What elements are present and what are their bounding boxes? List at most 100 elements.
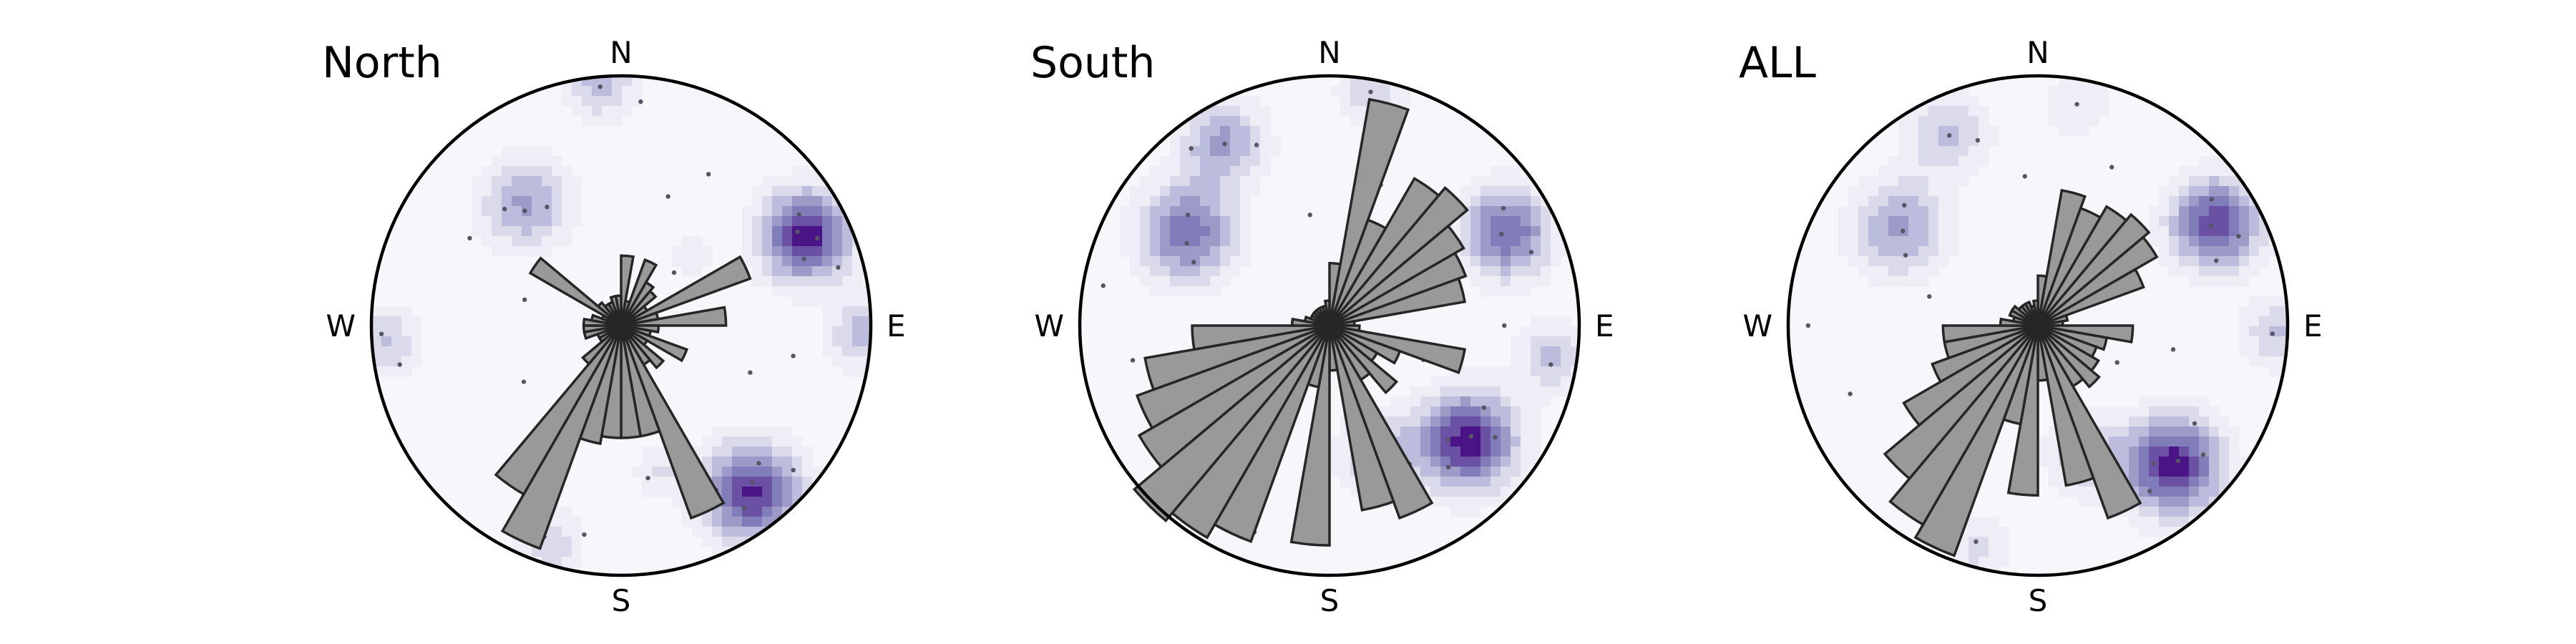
density-cell	[1838, 206, 1849, 217]
density-cell	[1511, 196, 1521, 207]
density-cell	[1868, 226, 1879, 237]
rose-diagram	[494, 254, 752, 550]
density-cell	[1561, 356, 1571, 367]
pole-point	[814, 235, 820, 241]
density-cell	[1928, 246, 1939, 257]
density-cell	[1410, 406, 1421, 417]
density-cell	[1541, 386, 1551, 397]
density-cell	[1210, 146, 1221, 157]
density-cell	[832, 316, 843, 327]
cardinal-w: W	[1742, 308, 1772, 343]
density-cell	[1928, 156, 1939, 167]
density-cell	[1908, 256, 1919, 267]
density-cell	[381, 316, 392, 327]
density-cell	[1511, 447, 1521, 457]
density-cell	[2149, 527, 2160, 537]
density-cell	[1938, 156, 1949, 167]
density-cell	[1430, 467, 1441, 477]
density-cell	[1501, 406, 1511, 417]
density-cell	[1180, 166, 1191, 177]
density-cell	[1948, 156, 1959, 167]
density-cell	[2189, 226, 2200, 237]
density-cell	[1989, 126, 1999, 137]
density-cell	[1491, 386, 1501, 397]
density-cell	[2209, 477, 2220, 487]
density-cell	[1440, 386, 1451, 397]
density-cell	[1521, 366, 1531, 377]
density-cell	[2199, 276, 2210, 287]
density-cell	[1470, 246, 1481, 257]
density-cell	[702, 457, 713, 467]
density-cell	[1480, 236, 1491, 247]
rose-petal-205	[1913, 325, 2039, 557]
density-cell	[2199, 196, 2210, 207]
density-cell	[1918, 236, 1929, 247]
density-cell	[1501, 186, 1511, 197]
density-cell	[1340, 457, 1351, 467]
density-cell	[1938, 256, 1949, 267]
density-cell	[1531, 346, 1541, 357]
density-cell	[572, 206, 582, 217]
density-cell	[1908, 266, 1919, 277]
density-cell	[1130, 206, 1141, 217]
density-cell	[1460, 406, 1471, 417]
rose-petal-235	[1137, 324, 1331, 469]
density-cell	[2069, 126, 2079, 137]
density-cell	[752, 216, 763, 227]
density-cell	[822, 296, 833, 307]
density-cell	[492, 156, 502, 167]
density-cell	[401, 326, 412, 337]
density-cell	[2159, 196, 2170, 207]
density-cell	[1521, 396, 1531, 407]
density-cell	[752, 497, 763, 507]
density-cell	[512, 156, 522, 167]
density-cell	[522, 226, 532, 237]
rose-petal-65	[620, 255, 752, 327]
density-cell	[1928, 166, 1939, 177]
pole-point	[2214, 258, 2219, 263]
density-cell	[1180, 256, 1191, 267]
density-cell	[1908, 246, 1919, 257]
density-cell	[1938, 146, 1949, 157]
density-cell	[1480, 416, 1491, 427]
density-cell	[822, 286, 833, 297]
density-cell	[1470, 366, 1481, 377]
density-cell	[1470, 467, 1481, 477]
density-cell	[1480, 487, 1491, 497]
density-cell	[2149, 487, 2160, 497]
rose-petal-85	[620, 306, 728, 327]
density-cell	[682, 517, 693, 527]
density-cell	[1888, 206, 1899, 217]
density-cell	[1531, 316, 1541, 327]
density-cell	[1848, 236, 1859, 247]
pole-point	[1946, 133, 1952, 138]
density-cell	[1200, 186, 1211, 197]
density-cell	[1440, 416, 1451, 427]
density-cell	[1878, 186, 1889, 197]
density-cell	[1230, 246, 1241, 257]
density-cell	[1938, 166, 1949, 177]
density-cell	[1531, 326, 1541, 337]
density-cell	[2219, 467, 2230, 477]
density-cell	[1511, 266, 1521, 277]
density-cell	[1210, 236, 1221, 247]
density-cell	[1420, 436, 1431, 447]
density-cell	[2209, 266, 2220, 277]
density-cell	[2049, 436, 2059, 447]
density-cell	[532, 246, 542, 257]
density-cell	[2259, 296, 2270, 307]
density-cell	[1340, 467, 1351, 477]
density-cell	[2159, 527, 2170, 537]
density-cell	[762, 266, 773, 277]
density-cell	[1918, 156, 1929, 167]
density-cell	[1450, 507, 1461, 517]
density-cell	[1470, 497, 1481, 507]
density-cell	[852, 356, 863, 367]
density-cell	[532, 166, 542, 177]
density-cell	[782, 276, 793, 287]
rose-petal-265	[1191, 324, 1330, 351]
density-cell	[1210, 286, 1221, 297]
density-cell	[2239, 196, 2250, 207]
pole-point	[665, 194, 670, 199]
density-cell	[1918, 166, 1929, 177]
